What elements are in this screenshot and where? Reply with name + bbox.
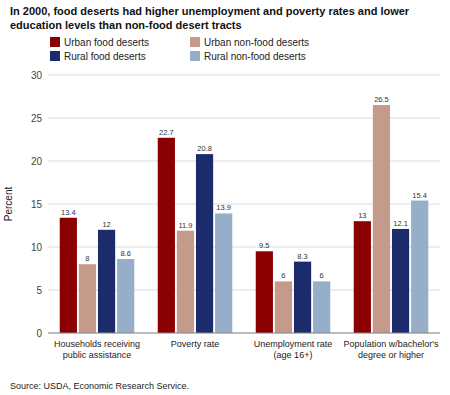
legend-swatch xyxy=(190,51,200,61)
data-label: 11.9 xyxy=(178,221,192,230)
data-label: 8.6 xyxy=(120,249,130,258)
legend-swatch xyxy=(190,37,200,47)
bar xyxy=(215,213,232,333)
x-tick-label: Population w/bachelor'sdegree or higher xyxy=(344,339,439,360)
bars xyxy=(60,105,429,333)
x-axis xyxy=(48,333,440,334)
data-label: 12 xyxy=(102,220,110,229)
bar xyxy=(117,259,134,333)
y-tick-label: 25 xyxy=(31,113,43,124)
data-label: 15.4 xyxy=(412,191,427,200)
bar xyxy=(313,281,330,333)
y-tick-label: 5 xyxy=(36,285,42,296)
legend-label: Rural food deserts xyxy=(64,51,146,62)
data-label: 9.5 xyxy=(259,241,269,250)
x-tick-label: Households receivingpublic assistance xyxy=(54,339,140,360)
legend-label: Rural non-food deserts xyxy=(204,51,306,62)
x-tick-label: Unemployment rate(age 16+) xyxy=(254,339,333,360)
bar xyxy=(275,281,292,333)
data-label: 26.5 xyxy=(374,95,389,104)
bar xyxy=(60,218,77,333)
data-label: 6 xyxy=(281,271,285,280)
bar xyxy=(294,262,311,333)
data-label: 20.8 xyxy=(197,144,212,153)
data-label: 8 xyxy=(85,254,89,263)
legend: Urban food deserts Urban non-food deserts… xyxy=(50,37,309,62)
bar xyxy=(196,154,213,333)
bar xyxy=(392,229,409,333)
bar xyxy=(79,264,96,333)
bar xyxy=(411,201,428,333)
y-tick-label: 15 xyxy=(31,199,43,210)
grid xyxy=(48,75,440,333)
bar xyxy=(98,230,115,333)
legend-label: Urban food deserts xyxy=(64,37,149,48)
bar xyxy=(177,231,194,333)
source: Source: USDA, Economic Research Service. xyxy=(10,381,189,391)
data-labels: 13.4 22.7 9.5 13 8 11.9 6 26.5 12 20.8 8.3 12.1 8.6 1… xyxy=(61,95,427,280)
bar xyxy=(256,251,273,333)
title: In 2000, food deserts had higher unemplo… xyxy=(10,5,410,31)
data-label: 6 xyxy=(320,271,324,280)
x-tick-label: Poverty rate xyxy=(171,339,220,349)
y-tick-label: 10 xyxy=(31,242,43,253)
bar xyxy=(158,138,175,333)
legend-label: Urban non-food deserts xyxy=(204,37,309,48)
data-label: 12.1 xyxy=(393,219,408,228)
y-tick-label: 20 xyxy=(31,156,43,167)
y-tick-label: 30 xyxy=(31,70,43,81)
chart: In 2000, food deserts had higher unemplo… xyxy=(0,0,450,395)
legend-swatch xyxy=(50,37,60,47)
bar xyxy=(373,105,390,333)
data-label: 13.9 xyxy=(216,203,231,212)
bar xyxy=(354,221,371,333)
data-label: 13 xyxy=(358,211,366,220)
grid-line xyxy=(48,75,440,76)
data-label: 13.4 xyxy=(61,208,76,217)
data-label: 22.7 xyxy=(159,128,174,137)
legend-swatch xyxy=(50,51,60,61)
y-tick-label: 0 xyxy=(36,328,42,339)
grid-line xyxy=(48,333,440,334)
y-axis-label: Percent xyxy=(3,187,14,222)
data-label: 8.3 xyxy=(297,252,307,261)
